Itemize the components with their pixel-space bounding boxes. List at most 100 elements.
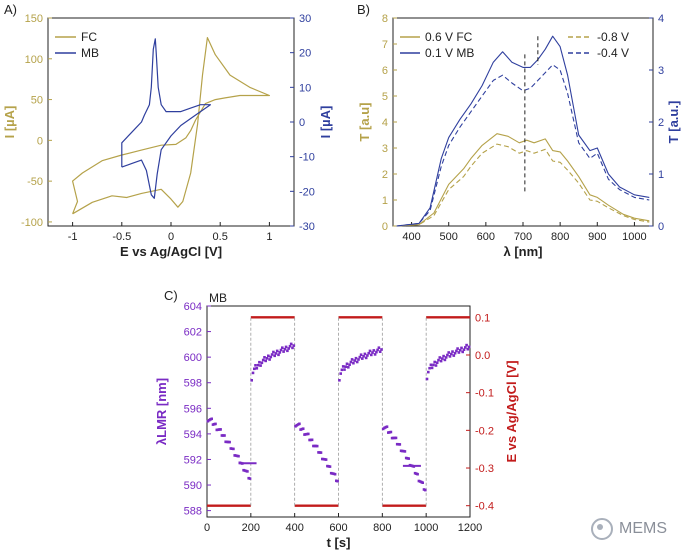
lambda-point	[274, 352, 278, 355]
series-line-mb	[121, 38, 211, 199]
y-tick-label-right: -0.3	[475, 463, 494, 475]
lambda-point	[430, 366, 434, 370]
x-tick-label: 800	[373, 522, 391, 534]
y-tick-label-right: 2	[658, 117, 664, 129]
lambda-point	[237, 454, 240, 458]
lambda-point	[439, 359, 443, 363]
y-tick-label-right: -0.1	[475, 388, 494, 400]
lambda-point	[363, 352, 367, 356]
lambda-point	[338, 379, 341, 382]
lambda-point	[298, 422, 301, 426]
lambda-point	[344, 365, 348, 368]
y-tick-label-left: 602	[184, 327, 202, 339]
lambda-point	[223, 434, 226, 437]
lambda-point	[301, 427, 305, 430]
lambda-point	[394, 436, 398, 440]
y-tick-label-right: -10	[299, 152, 315, 164]
y-tick-label-right: 1	[658, 169, 664, 181]
y-axis-label-left: T [a.u]	[357, 103, 372, 142]
lambda-point	[428, 366, 431, 370]
lambda-point	[466, 347, 470, 351]
lambda-point	[292, 344, 296, 347]
lambda-point	[232, 447, 235, 451]
x-tick-label: 400	[402, 231, 420, 243]
lambda-point	[251, 371, 255, 375]
lambda-point	[424, 488, 427, 492]
watermark: MEMS	[591, 518, 667, 540]
lambda-point	[465, 343, 468, 347]
lambda-point	[427, 370, 430, 374]
lambda-point	[250, 379, 253, 382]
lambda-point	[258, 360, 261, 364]
x-tick-label: 200	[242, 522, 260, 534]
x-tick-label: 900	[588, 231, 606, 243]
panel-b-labels: B)	[357, 2, 370, 17]
y-tick-label-right: 0.0	[475, 350, 490, 362]
lambda-point	[461, 350, 464, 354]
lambda-point	[370, 353, 373, 357]
panel-c-tag: C)	[164, 288, 178, 303]
legend-label: FC	[81, 30, 97, 44]
x-tick-label: 0.5	[213, 231, 228, 243]
lambda-point	[443, 358, 447, 362]
lambda-point	[253, 367, 256, 371]
lambda-point	[373, 353, 377, 356]
lambda-point	[259, 364, 262, 367]
lambda-point	[299, 428, 302, 431]
panel-c-labels: C)	[164, 288, 178, 303]
lambda-point	[214, 422, 217, 426]
lambda-point	[319, 451, 323, 454]
y-tick-label-left: 592	[184, 454, 202, 466]
lambda-point	[284, 345, 288, 349]
chart-a: -1 -0.5 0 0.5 1-100-50050100150-30-20-100102…	[2, 13, 333, 259]
lambda-point	[273, 354, 276, 358]
y-tick-label-left: -100	[21, 217, 43, 229]
legend-label: -0.8 V	[597, 30, 629, 44]
x-axis-label: t [s]	[327, 535, 351, 550]
series-line-fc	[72, 37, 270, 215]
lambda-point	[389, 430, 393, 434]
x-tick-label: 0	[168, 231, 174, 243]
lambda-point	[345, 362, 349, 366]
y-tick-label-left: 598	[184, 378, 202, 390]
series-line	[396, 64, 650, 227]
x-tick-label: 1200	[458, 522, 482, 534]
lambda-point	[353, 359, 356, 362]
y-axis-label-right: I [µA]	[318, 106, 333, 139]
wechat-icon	[591, 518, 613, 540]
x-tick-label: 500	[440, 231, 458, 243]
lambda-point	[376, 348, 379, 352]
lambda-point	[265, 357, 269, 360]
lambda-point	[368, 349, 372, 353]
lambda-point	[348, 363, 351, 366]
lambda-point	[322, 457, 325, 461]
lambda-point	[358, 355, 362, 359]
y-tick-label-left: 2	[382, 169, 388, 181]
lambda-point	[442, 354, 445, 358]
y-tick-label-left: 6	[382, 65, 388, 77]
lambda-point	[456, 347, 459, 350]
legend-label: -0.4 V	[597, 46, 629, 60]
lambda-point	[372, 349, 376, 352]
lambda-point	[450, 352, 453, 356]
lambda-point	[444, 356, 448, 359]
lambda-point	[446, 353, 449, 357]
lambda-point	[340, 368, 344, 372]
y-tick-label-left: 1	[382, 195, 388, 207]
lambda-point	[256, 363, 260, 367]
lambda-point	[453, 351, 457, 355]
legend-label: 0.6 V FC	[425, 30, 473, 44]
y-tick-label-right: 3	[658, 65, 664, 77]
lambda-point	[283, 347, 287, 351]
lambda-point	[219, 428, 222, 431]
lambda-point	[281, 346, 284, 349]
lambda-point	[310, 438, 314, 442]
lambda-point	[371, 351, 374, 354]
lambda-point	[278, 351, 282, 354]
lambda-point	[407, 457, 410, 460]
panel-a-labels: A)	[4, 2, 17, 17]
lambda-point	[268, 358, 271, 361]
x-tick-label: 600	[329, 522, 347, 534]
lambda-point	[425, 377, 429, 381]
lambda-point	[378, 350, 382, 353]
